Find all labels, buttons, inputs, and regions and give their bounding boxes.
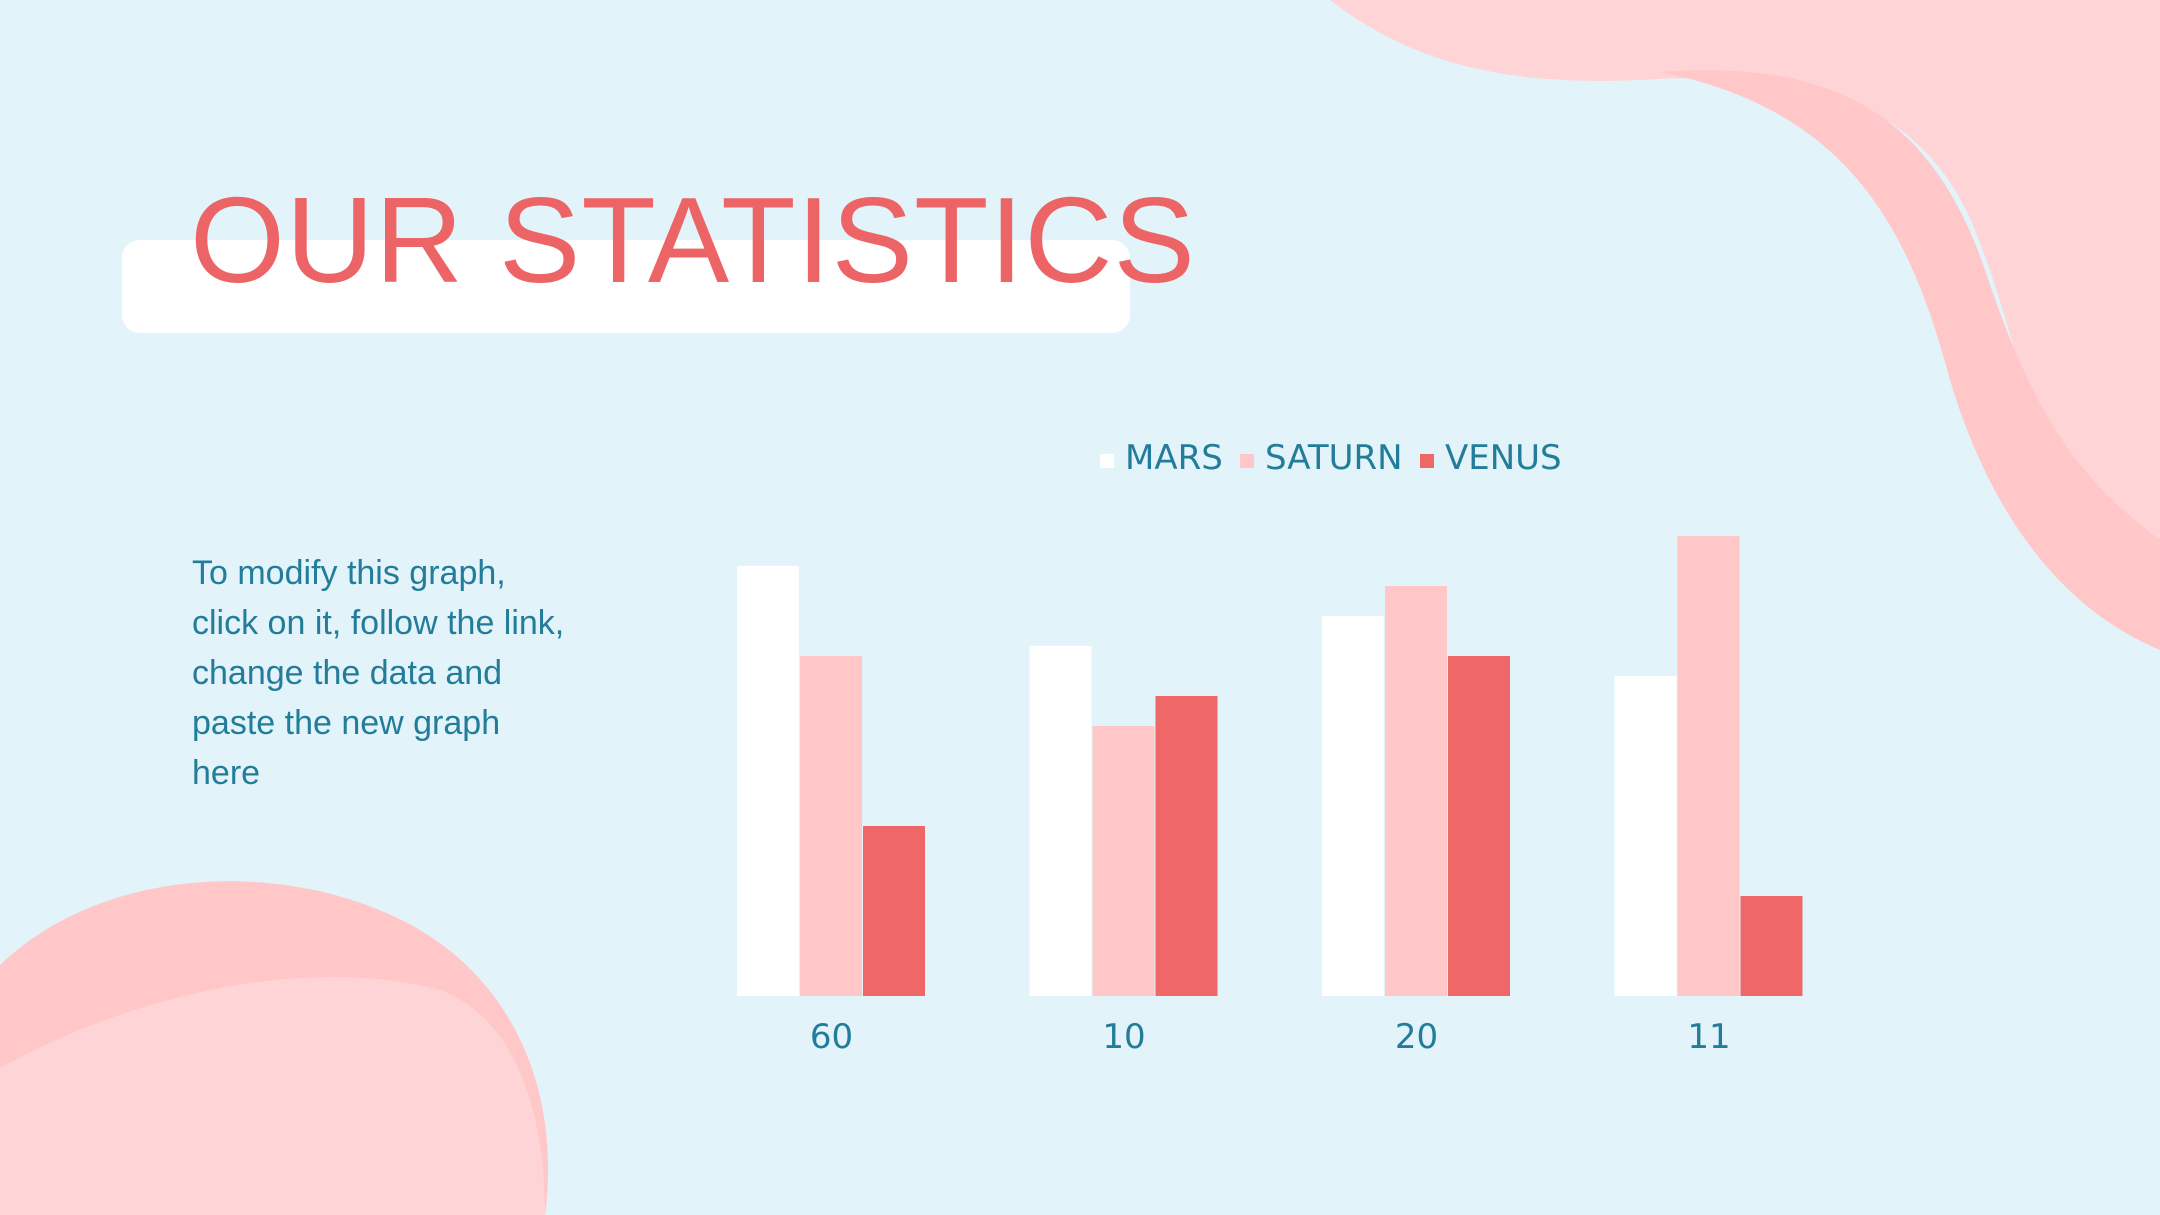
page-title: OUR STATISTICS: [190, 172, 1196, 308]
bar-saturn-20: [1385, 586, 1447, 996]
top-right-blob-front: [1660, 70, 2160, 650]
legend-swatch-saturn: [1240, 454, 1254, 468]
legend-label-saturn: SATURN: [1265, 438, 1403, 478]
bar-saturn-11: [1677, 536, 1740, 996]
bar-mars-11: [1614, 676, 1677, 996]
bar-venus-20: [1448, 656, 1510, 996]
x-tick-label: 20: [1395, 1017, 1438, 1057]
x-tick-label: 10: [1102, 1017, 1145, 1057]
title-highlight-bar: [122, 240, 1130, 333]
bar-mars-20: [1322, 616, 1384, 996]
legend-swatch-mars: [1100, 454, 1114, 468]
bar-venus-10: [1155, 696, 1218, 996]
bar-saturn-60: [800, 656, 862, 996]
x-tick-label: 11: [1687, 1017, 1730, 1057]
bar-venus-60: [863, 826, 925, 996]
legend-swatch-venus: [1420, 454, 1434, 468]
bar-saturn-10: [1092, 726, 1155, 996]
bar-mars-60: [737, 566, 799, 996]
x-tick-label: 60: [810, 1017, 853, 1057]
legend-label-mars: MARS: [1125, 438, 1223, 478]
bar-venus-11: [1740, 896, 1803, 996]
chart-instructions: To modify this graph, click on it, follo…: [192, 554, 565, 792]
bar-mars-10: [1029, 646, 1092, 996]
bottom-left-blob-front: [0, 976, 545, 1215]
legend-label-venus: VENUS: [1445, 438, 1562, 478]
top-right-blob-back: [1330, 0, 2160, 650]
